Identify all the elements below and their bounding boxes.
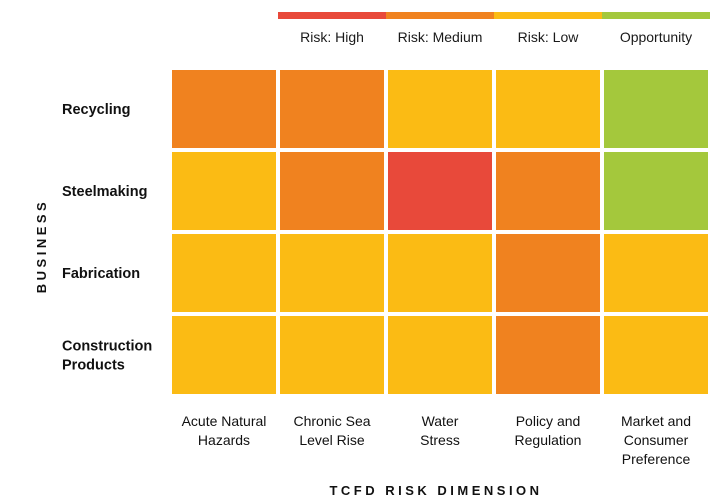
heatmap-cell-medium	[496, 316, 600, 394]
heatmap-cell-low	[280, 316, 384, 394]
heatmap-cell-low	[496, 70, 600, 148]
column-label-line: Market and	[621, 413, 691, 429]
column-label-line: Acute Natural	[182, 413, 267, 429]
row-label-line: Steelmaking	[62, 184, 147, 200]
heatmap-cell-low	[388, 234, 492, 312]
row-label-line: Products	[62, 358, 125, 374]
row-label-line: Recycling	[62, 102, 131, 118]
column-label: Chronic Sea Level Rise	[293, 413, 370, 448]
heatmap-cells	[172, 70, 708, 394]
column-label-line: Preference	[622, 451, 691, 467]
y-axis-title: BUSINESS	[34, 199, 49, 293]
column-label-line: Policy and	[516, 413, 581, 429]
heatmap-cell-medium	[172, 70, 276, 148]
column-labels: Acute Natural Hazards Chronic Sea Level Ris…	[182, 413, 691, 467]
row-labels: Recycling Steelmaking Fabrication Construct…	[62, 102, 152, 374]
legend-label-opportunity: Opportunity	[620, 29, 692, 45]
column-label: Water Stress	[420, 413, 460, 448]
legend-swatch-low	[494, 12, 602, 19]
heatmap-cell-low	[388, 316, 492, 394]
column-label-line: Level Rise	[299, 432, 365, 448]
row-label-line: Fabrication	[62, 266, 140, 282]
row-label: Fabrication	[62, 266, 140, 282]
column-label: Acute Natural Hazards	[182, 413, 267, 448]
column-label-line: Hazards	[198, 432, 250, 448]
column-label-line: Regulation	[515, 432, 582, 448]
legend-swatch-high	[278, 12, 386, 19]
heatmap-cell-low	[604, 234, 708, 312]
column-label-line: Water	[422, 413, 459, 429]
heatmap-cell-low	[388, 70, 492, 148]
heatmap-cell-medium	[496, 234, 600, 312]
heatmap-cell-medium	[280, 152, 384, 230]
legend-label-high: Risk: High	[300, 29, 364, 45]
legend-label-low: Risk: Low	[518, 29, 580, 45]
row-label: Construction Products	[62, 339, 152, 374]
legend-label-medium: Risk: Medium	[398, 29, 483, 45]
column-label-line: Stress	[420, 432, 460, 448]
row-label: Recycling	[62, 102, 131, 118]
row-label: Steelmaking	[62, 184, 147, 200]
column-label: Market and Consumer Preference	[621, 413, 691, 467]
heatmap-cell-low	[172, 152, 276, 230]
heatmap-cell-low	[172, 316, 276, 394]
heatmap-cell-medium	[280, 70, 384, 148]
heatmap-cell-low	[172, 234, 276, 312]
column-label: Policy and Regulation	[515, 413, 582, 448]
heatmap-cell-high	[388, 152, 492, 230]
heatmap-cell-opportunity	[604, 70, 708, 148]
heatmap-cell-opportunity	[604, 152, 708, 230]
heatmap-cell-medium	[496, 152, 600, 230]
x-axis-title: TCFD RISK DIMENSION	[329, 483, 542, 498]
column-label-line: Chronic Sea	[293, 413, 370, 429]
heatmap-cell-low	[604, 316, 708, 394]
heatmap-cell-low	[280, 234, 384, 312]
legend: Risk: High Risk: Medium Risk: Low Opportuni…	[278, 12, 710, 45]
row-label-line: Construction	[62, 339, 152, 355]
legend-swatch-opportunity	[602, 12, 710, 19]
column-label-line: Consumer	[624, 432, 689, 448]
legend-swatch-medium	[386, 12, 494, 19]
